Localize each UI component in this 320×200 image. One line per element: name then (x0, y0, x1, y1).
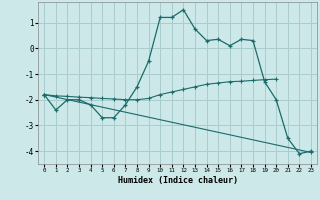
X-axis label: Humidex (Indice chaleur): Humidex (Indice chaleur) (118, 176, 238, 185)
